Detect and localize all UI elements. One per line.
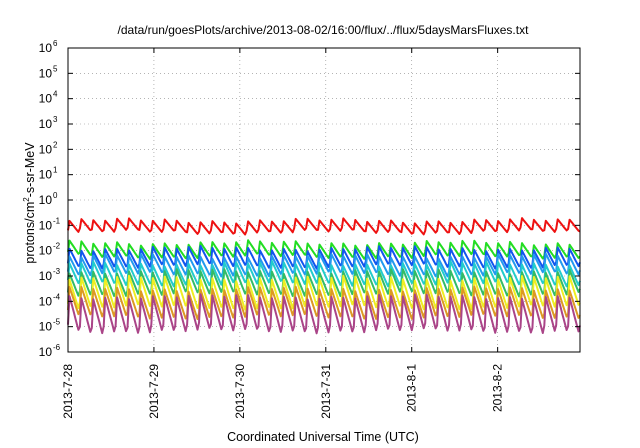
series-line [67,245,581,270]
y-tick-exponent: 2 [53,140,58,149]
y-tick-label: 10 [39,294,53,308]
y-tick-label: 10 [39,92,53,106]
y-tick-label: 10 [39,320,53,334]
y-tick-label: 10 [39,244,53,258]
y-tick-exponent: 5 [53,64,58,73]
y-tick-exponent: 3 [53,115,58,124]
y-axis-label-main: protons/cm [23,202,37,264]
y-tick-label: 10 [39,193,53,207]
series-line [67,239,581,260]
series-line [67,274,581,311]
series-line [67,285,581,321]
series-line [67,260,581,288]
y-tick-label: 10 [39,345,53,359]
y-tick-label: 10 [39,41,53,55]
y-tick-exponent: -3 [53,267,61,276]
y-axis-ticks: 10 -610 -510 -410 -310 -210 -110 010 110 210 310 41… [39,39,580,359]
series-line [67,268,581,298]
x-tick-label: 2013-7-31 [319,364,333,419]
y-tick-exponent: 4 [53,90,58,99]
y-tick-exponent: -6 [53,343,61,352]
x-axis-label: Coordinated Universal Time (UTC) [227,430,419,444]
y-axis-label: protons/cm2-s-sr-MeV [22,142,37,264]
series-line [67,252,581,278]
x-axis-ticks: 2013-7-28 2013-7-29 2013-7-30 2013-7-31 2013… [61,48,505,419]
y-tick-label: 10 [39,218,53,232]
y-tick-exponent: -4 [53,292,61,301]
y-axis-label-sup: 2 [22,197,31,202]
chart-title: /data/run/goesPlots/archive/2013-08-02/1… [118,23,530,37]
y-tick-exponent: 6 [53,39,58,48]
series-line [67,293,581,335]
y-tick-exponent: -5 [53,318,61,327]
y-tick-exponent: 0 [53,191,58,200]
y-tick-exponent: -1 [53,216,61,225]
y-tick-exponent: -2 [53,242,61,251]
y-tick-label: 10 [39,117,53,131]
series-line [67,217,581,236]
x-tick-label: 2013-8-2 [491,364,505,412]
y-tick-exponent: 1 [53,166,58,175]
y-axis-label-rest: -s-sr-MeV [23,142,37,198]
y-tick-label: 10 [39,142,53,156]
y-tick-label: 10 [39,66,53,80]
y-tick-label: 10 [39,269,53,283]
x-tick-label: 2013-7-28 [61,364,75,419]
y-tick-label: 10 [39,168,53,182]
x-tick-label: 2013-8-1 [405,364,419,412]
x-tick-label: 2013-7-29 [147,364,161,419]
series-group [67,217,581,335]
x-tick-label: 2013-7-30 [233,364,247,419]
